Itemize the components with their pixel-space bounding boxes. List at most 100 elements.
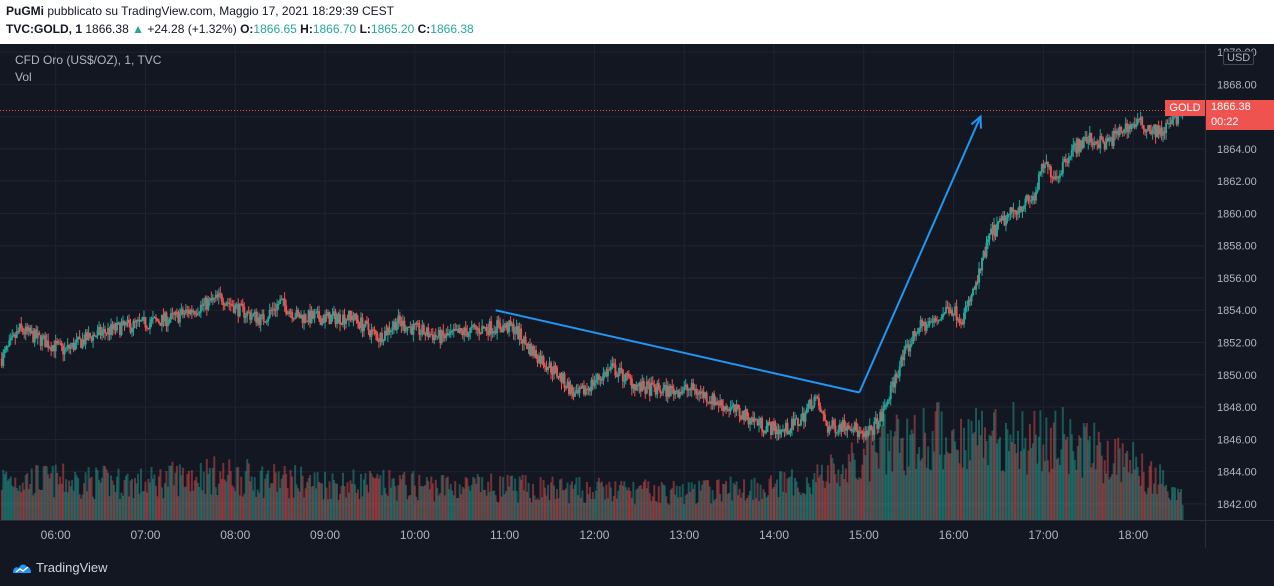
open-value: 1866.65 xyxy=(253,22,297,36)
volume-bar xyxy=(829,454,832,520)
candle-body xyxy=(1115,130,1118,134)
candle-body xyxy=(234,304,237,313)
volume-bar xyxy=(647,481,650,520)
candle-body xyxy=(144,317,147,328)
volume-bar xyxy=(657,486,660,520)
volume-bar xyxy=(283,465,286,520)
volume-bar xyxy=(30,468,33,520)
volume-bar xyxy=(60,483,63,520)
candle-body xyxy=(1013,209,1016,211)
candle-body xyxy=(509,320,512,326)
volume-bar xyxy=(315,488,318,520)
volume-bar xyxy=(955,449,958,520)
volume-bar xyxy=(371,476,374,520)
candle-body xyxy=(294,317,297,319)
candle-body xyxy=(1055,176,1058,178)
volume-bar xyxy=(593,498,596,520)
candle-body xyxy=(120,324,123,335)
volume-bar xyxy=(744,500,747,520)
volume-bar xyxy=(309,475,312,520)
candle-body xyxy=(867,430,870,437)
volume-bar xyxy=(775,479,778,520)
candle-body xyxy=(981,257,984,271)
candle-body xyxy=(154,317,157,320)
instrument-legend[interactable]: CFD Oro (US$/OZ), 1, TVC xyxy=(15,53,162,67)
candle-body xyxy=(336,317,339,324)
price-chart[interactable]: 1842.001844.001846.001848.001850.001852.… xyxy=(0,44,1274,548)
volume-bar xyxy=(11,485,14,520)
candle-body xyxy=(931,322,934,324)
volume-bar xyxy=(111,480,114,520)
candle-body xyxy=(500,329,503,333)
volume-bar xyxy=(856,479,859,520)
volume-bar xyxy=(618,484,621,520)
volume-bar xyxy=(870,426,873,520)
volume-bar xyxy=(475,483,478,520)
volume-bar xyxy=(154,485,157,520)
volume-bar xyxy=(181,467,184,520)
candle-body xyxy=(1019,206,1022,212)
candle-body xyxy=(316,311,319,313)
candle-body xyxy=(969,299,972,302)
candle-body xyxy=(1070,150,1073,156)
candle-body xyxy=(954,306,957,314)
candle-body xyxy=(584,388,587,395)
volume-bar xyxy=(1058,465,1061,520)
volume-bar xyxy=(380,495,383,520)
candle-body xyxy=(54,340,57,352)
volume-bar xyxy=(780,471,783,520)
volume-bar xyxy=(1168,497,1171,520)
candle-body xyxy=(593,382,596,386)
volume-bar xyxy=(500,496,503,520)
volume-bar xyxy=(276,491,279,520)
volume-bar xyxy=(585,481,588,520)
volume-bar xyxy=(690,482,693,520)
candle-body xyxy=(1127,125,1130,133)
candle-body xyxy=(994,224,997,237)
candle-body xyxy=(651,382,654,385)
volume-bar xyxy=(526,491,529,520)
volume-bar xyxy=(1109,476,1112,520)
volume-bar xyxy=(948,453,951,520)
volume-bar xyxy=(847,454,850,520)
volume-bar xyxy=(547,484,550,520)
candle-body xyxy=(267,317,270,322)
candle-body xyxy=(386,327,389,336)
volume-bar xyxy=(816,464,819,520)
currency-label[interactable]: USD xyxy=(1223,51,1255,65)
volume-bar xyxy=(677,497,680,520)
volume-bar xyxy=(732,482,735,520)
candle-body xyxy=(719,400,722,406)
author-name[interactable]: PuGMi xyxy=(6,4,44,18)
candle-body xyxy=(313,313,316,319)
volume-bar xyxy=(247,463,250,520)
volume-bar xyxy=(867,436,870,520)
candle-body xyxy=(217,293,220,298)
volume-bar xyxy=(972,433,975,520)
volume-bar xyxy=(339,493,342,520)
volume-bar xyxy=(981,410,984,520)
candle-body xyxy=(379,332,382,342)
candle-body xyxy=(1103,142,1106,150)
candle-body xyxy=(183,313,186,315)
volume-bar xyxy=(175,465,178,520)
volume-bar xyxy=(689,491,692,520)
candle-body xyxy=(283,298,286,306)
volume-bar xyxy=(1166,491,1169,520)
candle-body xyxy=(957,319,960,321)
tradingview-brand[interactable]: TradingView xyxy=(12,560,108,575)
candle-body xyxy=(1099,136,1102,149)
volume-bar xyxy=(385,493,388,520)
candle-body xyxy=(135,320,138,323)
candle-body xyxy=(870,425,873,430)
volume-bar xyxy=(741,492,744,520)
volume-bar xyxy=(1153,483,1156,520)
last-price-value: 1866.38 xyxy=(1211,101,1251,113)
volume-bar xyxy=(880,424,883,520)
volume-bar xyxy=(889,430,892,520)
volume-legend[interactable]: Vol xyxy=(15,70,32,84)
volume-bar xyxy=(427,480,430,520)
volume-bar xyxy=(605,484,608,520)
candle-body xyxy=(8,340,11,347)
candle-body xyxy=(1034,191,1037,201)
